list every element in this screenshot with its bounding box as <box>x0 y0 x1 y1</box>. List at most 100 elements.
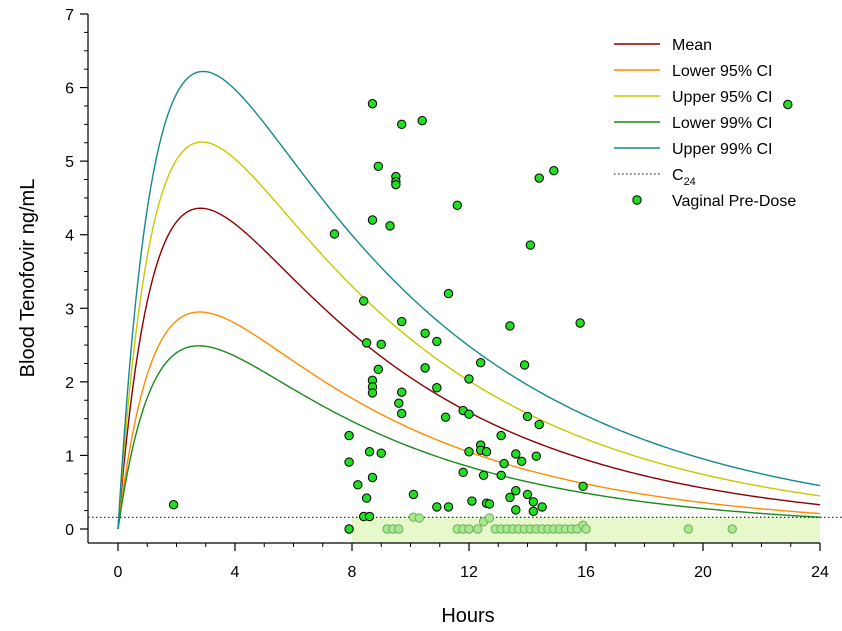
curve-line <box>117 70 821 530</box>
y-tick-label: 1 <box>65 448 74 465</box>
scatter-point <box>578 481 588 492</box>
scatter-point <box>783 99 793 110</box>
scatter-point <box>511 449 521 459</box>
scatter-point <box>376 448 386 458</box>
scatter-point <box>353 480 363 490</box>
y-tick-label: 7 <box>65 7 74 24</box>
scatter-point <box>344 524 354 534</box>
scatter-point <box>516 456 527 467</box>
scatter-point <box>534 419 544 430</box>
scatter-point <box>534 173 544 183</box>
scatter-point <box>505 492 515 503</box>
scatter-point <box>361 338 372 348</box>
scatter-point <box>499 458 509 469</box>
legend-label: Lower 95% CI <box>672 63 773 80</box>
scatter-point <box>581 524 591 534</box>
scatter-point <box>484 513 495 523</box>
y-axis-label: Blood Tenofovir ng/mL <box>17 179 39 378</box>
scatter-point <box>464 524 474 534</box>
scatter-point <box>464 374 474 384</box>
scatter-point <box>549 166 559 176</box>
legend-scatter-label: Vaginal Pre-Dose <box>672 193 796 210</box>
scatter-point <box>519 360 530 370</box>
scatter-point <box>464 447 474 457</box>
scatter-point <box>467 496 477 506</box>
scatter-point <box>511 505 521 515</box>
scatter-point <box>359 296 369 306</box>
legend-label: Upper 99% CI <box>672 141 773 158</box>
y-tick-label: 5 <box>65 154 74 171</box>
scatter-point <box>496 430 506 441</box>
curve-line <box>117 311 821 530</box>
scatter-point <box>476 358 486 368</box>
scatter-point <box>537 502 547 512</box>
scatter-point <box>397 408 407 419</box>
scatter-point <box>367 388 378 398</box>
scatter-point <box>464 409 474 419</box>
x-tick-label: 8 <box>348 564 357 581</box>
scatter-point <box>511 486 521 496</box>
scatter-point <box>478 470 489 480</box>
scatter-point <box>683 524 694 534</box>
scatter-point <box>443 288 454 299</box>
scatter-point <box>376 339 386 350</box>
scatter-point <box>364 447 375 457</box>
curve-line <box>117 207 821 530</box>
scatter-point <box>432 336 442 347</box>
scatter-point <box>452 200 462 210</box>
scatter-point <box>397 387 407 397</box>
scatter-point <box>496 470 506 480</box>
scatter-point <box>367 215 378 225</box>
scatter-point <box>168 500 179 510</box>
scatter-point <box>420 363 430 373</box>
legend-label: Lower 99% CI <box>672 115 773 132</box>
x-tick-label: 24 <box>811 564 829 581</box>
scatter-point <box>525 240 536 250</box>
y-tick-label: 0 <box>65 522 74 539</box>
scatter-point <box>727 524 737 534</box>
scatter-point <box>344 457 354 467</box>
legend-label: Mean <box>672 37 712 54</box>
scatter-point <box>420 328 430 338</box>
scatter-point <box>373 364 384 375</box>
scatter-point <box>367 99 378 109</box>
scatter-point <box>364 511 375 522</box>
scatter-point <box>373 161 384 171</box>
scatter-point <box>458 467 468 478</box>
x-tick-label: 12 <box>460 564 478 581</box>
scatter-point <box>391 179 401 190</box>
x-tick-label: 0 <box>114 564 123 581</box>
y-tick-label: 3 <box>65 301 74 318</box>
scatter-point <box>481 447 492 457</box>
curve-line <box>117 345 821 530</box>
x-axis-label: Hours <box>441 605 494 627</box>
scatter-point <box>432 502 442 512</box>
scatter-point <box>522 489 533 500</box>
scatter-point <box>408 489 419 500</box>
scatter-point <box>522 411 533 422</box>
scatter-point <box>432 383 442 393</box>
scatter-point <box>417 115 427 126</box>
scatter-point <box>505 321 515 331</box>
scatter-point <box>397 119 407 130</box>
legend-label: Upper 95% CI <box>672 89 773 106</box>
scatter-point <box>414 513 424 523</box>
y-tick-label: 2 <box>65 375 74 392</box>
scatter-point <box>385 221 395 231</box>
legend-c24-subscript: 24 <box>684 176 696 188</box>
y-tick-label: 4 <box>65 228 74 245</box>
legend-scatter-marker <box>632 195 642 205</box>
scatter-point <box>397 316 407 327</box>
x-tick-label: 16 <box>577 564 595 581</box>
scatter-point <box>440 412 451 422</box>
scatter-point <box>484 499 495 509</box>
scatter-point <box>528 506 539 517</box>
x-tick-label: 20 <box>694 564 712 581</box>
scatter-point <box>344 430 354 441</box>
x-tick-label: 4 <box>231 564 240 581</box>
scatter-point <box>473 524 483 534</box>
scatter-point <box>361 493 372 503</box>
scatter-point <box>443 502 454 512</box>
